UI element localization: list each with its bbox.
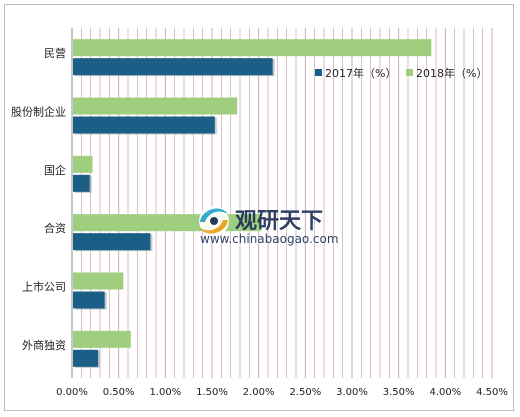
bars-layer [73,39,432,368]
x-tick-label: 0.50% [103,387,135,398]
x-tick-label: 1.50% [196,387,228,398]
x-tick-label: 4.00% [429,387,461,398]
bar-2018 [73,39,432,57]
x-tick-label: 2.50% [289,387,321,398]
bar-2018 [73,272,124,290]
x-tick-labels: 0.00% 0.50% 1.00% 1.50% 2.00% 2.50% 3.00% 3.50%… [56,387,508,398]
category-label: 民营 [44,46,66,60]
grid-layer [71,28,493,378]
legend-label-2018: 2018年（%） [416,66,487,80]
category-label: 股份制企业 [11,105,66,119]
legend-swatch-2017 [315,69,322,76]
swirl-logo-icon [199,206,229,236]
legend-swatch-2018 [406,69,413,76]
legend: 2017年（%） 2018年（%） [315,66,487,80]
x-tick-label: 2.00% [243,387,275,398]
category-label: 合资 [44,221,66,235]
watermark-brand-cn: 观研天下 [235,209,323,234]
bar-2017 [73,116,215,134]
bar-2018 [73,330,131,348]
category-label: 国企 [44,163,66,177]
watermark-url: www.chinabaogao.com [200,232,339,246]
x-tick-label: 1.00% [149,387,181,398]
x-tick-label: 3.00% [336,387,368,398]
bar-2017 [73,291,105,309]
category-label: 上市公司 [22,280,66,294]
bar-2017 [73,174,90,192]
x-tick-label: 0.00% [56,387,88,398]
category-label: 外商独资 [22,338,66,352]
legend-label-2017: 2017年（%） [325,66,396,80]
bar-2018 [73,214,262,232]
bar-2018 [73,155,93,173]
bar-2017 [73,233,151,251]
bar-2017 [73,349,99,367]
bar-2017 [73,58,273,76]
x-tick-label: 4.50% [476,387,508,398]
bar-2018 [73,97,238,115]
watermark: 观研天下 www.chinabaogao.com [199,206,339,246]
x-tick-label: 3.50% [383,387,415,398]
